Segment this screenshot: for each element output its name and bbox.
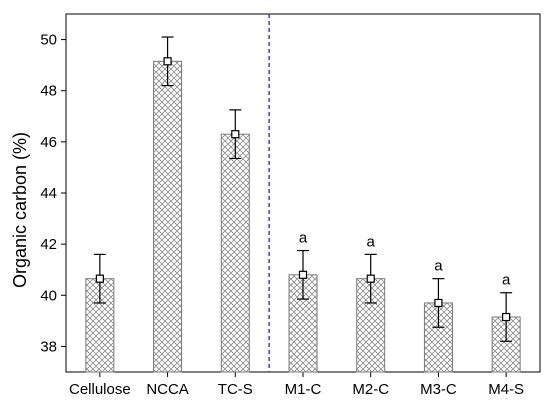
y-tick-label: 38: [40, 338, 57, 355]
x-tick-label: M1-C: [285, 381, 322, 398]
mean-marker: [231, 130, 240, 139]
x-tick-label: M2-C: [352, 381, 389, 398]
y-tick-label: 50: [40, 32, 57, 49]
x-tick-label: TC-S: [218, 381, 253, 398]
bar: [220, 133, 250, 373]
bar: [153, 60, 183, 373]
y-tick-label: 40: [40, 287, 57, 304]
y-tick-label: 42: [40, 236, 57, 253]
significance-label: a: [434, 258, 443, 275]
significance-label: a: [299, 230, 308, 247]
x-tick-label: M3-C: [420, 381, 457, 398]
y-axis-label: Organic carbon (%): [10, 132, 30, 288]
bar: [85, 278, 115, 373]
y-tick-label: 44: [40, 185, 57, 202]
y-tick-label: 46: [40, 134, 57, 151]
y-tick-label: 48: [40, 83, 57, 100]
mean-marker: [434, 298, 443, 308]
mean-marker: [163, 57, 172, 66]
x-tick-label: M4-S: [488, 381, 524, 398]
significance-label: a: [367, 233, 376, 250]
x-tick-label: Cellulose: [69, 381, 131, 398]
mean-marker: [298, 270, 308, 279]
significance-label: a: [502, 272, 511, 289]
x-tick-label: NCCA: [146, 381, 189, 398]
mean-marker: [95, 274, 104, 283]
mean-marker: [366, 274, 375, 283]
mean-marker: [502, 312, 511, 322]
